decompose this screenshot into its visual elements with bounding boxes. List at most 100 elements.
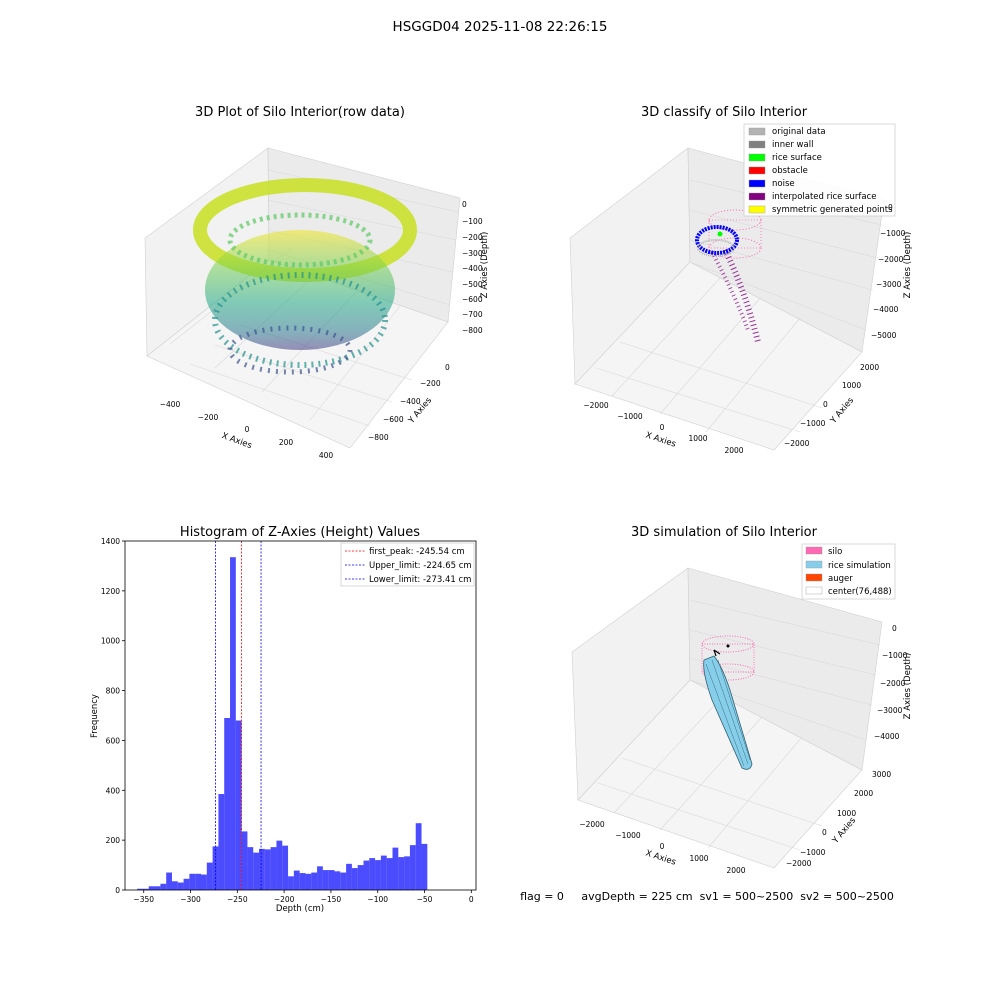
histogram-bar — [380, 855, 387, 890]
raw-xlabel: X Axies — [220, 431, 253, 451]
classify-legend: original data inner wall rice surface ob… — [743, 123, 896, 217]
histogram-bar — [253, 852, 260, 890]
histogram-bar — [415, 823, 422, 890]
histogram-bar — [317, 866, 323, 890]
simulation-ytick: 0 — [822, 828, 827, 837]
histogram-bar — [259, 848, 265, 890]
simulation-shapes — [701, 635, 755, 770]
histogram-bar — [421, 843, 428, 890]
histogram-bar — [137, 888, 143, 890]
raw-ytick: −400 — [400, 397, 421, 406]
histogram-bar — [270, 847, 277, 890]
raw-ztick: −400 — [462, 264, 483, 273]
classify-legend-swatch — [748, 179, 766, 188]
simulation-xtick: 1000 — [689, 854, 708, 863]
classify-title: 3D classify of Silo Interior — [641, 105, 808, 120]
histogram-bar — [166, 872, 172, 890]
histogram-bar — [386, 858, 393, 890]
simulation-xlabel: X Axies — [644, 848, 677, 867]
histogram-bars — [137, 557, 428, 890]
simulation-ztick: −3000 — [877, 706, 903, 715]
raw-ztick: −700 — [462, 310, 483, 319]
classify-ztick: −1000 — [880, 229, 906, 238]
histogram-bar — [322, 870, 329, 890]
classify-legend-label: rice surface — [772, 153, 822, 163]
classify-xlabel: X Axies — [644, 430, 677, 449]
classify-legend-swatch — [748, 127, 766, 136]
histogram-x-tick-label: −300 — [180, 895, 201, 904]
simulation-xtick: 0 — [660, 842, 665, 851]
raw-ztick: −500 — [462, 280, 483, 289]
histogram-bar — [264, 849, 271, 890]
histogram-bar — [201, 874, 207, 890]
histogram-bar — [160, 883, 167, 890]
histogram-x-tick-label: −350 — [133, 895, 154, 904]
histogram-bar — [346, 863, 352, 890]
classify-ztick: −4000 — [873, 305, 899, 314]
legend-label-first-peak: first_peak: -245.54 cm — [369, 547, 465, 557]
histogram-bar — [177, 882, 184, 890]
simulation-xtick: −1000 — [615, 831, 641, 840]
raw-title: 3D Plot of Silo Interior(row data) — [195, 105, 405, 120]
histogram-x-tick-label: −150 — [321, 895, 342, 904]
classify-legend-label: original data — [772, 127, 826, 137]
simulation-axes-panes — [571, 567, 883, 869]
histogram-bar — [235, 720, 242, 890]
histogram-bar — [334, 871, 341, 890]
histogram-axes-frame — [124, 540, 477, 891]
histogram-bar — [276, 840, 283, 890]
simulation-legend-label: rice simulation — [828, 561, 891, 571]
simulation-ytick: −1000 — [800, 848, 826, 857]
classify-legend-swatch — [748, 140, 766, 149]
classify-ytick: 0 — [823, 400, 828, 409]
histogram-bar — [392, 847, 399, 890]
raw-point-cloud — [193, 178, 417, 375]
histogram-bar — [189, 873, 196, 890]
histogram-bar — [293, 870, 300, 890]
raw-ytick: −800 — [368, 433, 389, 442]
classify-xtick: 0 — [660, 423, 665, 432]
classify-legend-label: obstacle — [772, 166, 808, 176]
histogram-bar — [404, 856, 410, 890]
classify-ylabel: Y Axies — [828, 395, 856, 426]
histogram-x-tick-label: 0 — [469, 895, 474, 904]
raw-ztick: 0 — [462, 200, 467, 209]
histogram-y-ticks: 0 200 400 600 800 1000 1200 1400 — [101, 537, 125, 895]
legend-label-lower-limit: Lower_limit: -273.41 cm — [369, 575, 471, 585]
panel-histogram: Histogram of Z-Axies (Height) Values −35… — [90, 525, 477, 914]
raw-ztick: −300 — [462, 249, 483, 258]
panel-classify-3d: 3D classify of Silo Interior — [569, 105, 913, 455]
histogram-y-tick-label: 200 — [106, 836, 121, 845]
histogram-bar — [218, 794, 225, 890]
classify-ztick: 0 — [888, 203, 893, 212]
raw-ztick: −600 — [462, 295, 483, 304]
classify-xtick: −1000 — [617, 412, 643, 421]
histogram-bar — [282, 845, 289, 890]
histogram-legend: first_peak: -245.54 cm Upper_limit: -224… — [340, 542, 475, 587]
classify-legend-label: inner wall — [772, 140, 813, 150]
classify-legend-swatch — [748, 153, 766, 162]
status-text: flag = 0 avgDepth = 225 cm sv1 = 500~250… — [520, 890, 894, 903]
raw-xtick: 200 — [279, 438, 294, 447]
simulation-ztick: −2000 — [880, 679, 906, 688]
classify-legend-swatch — [748, 166, 766, 175]
histogram-title: Histogram of Z-Axies (Height) Values — [180, 525, 420, 540]
raw-xtick: −200 — [198, 413, 219, 422]
histogram-bar — [241, 831, 248, 890]
raw-ytick: −600 — [383, 415, 404, 424]
histogram-bar — [305, 873, 312, 890]
simulation-ztick: −4000 — [874, 732, 900, 741]
histogram-x-tick-label: −50 — [417, 895, 433, 904]
histogram-vlines — [215, 541, 262, 890]
histogram-bar — [148, 886, 155, 890]
histogram-bar — [142, 888, 149, 890]
raw-xtick: 0 — [245, 425, 250, 434]
histogram-bar — [171, 881, 178, 890]
classify-legend-label: noise — [772, 179, 795, 189]
histogram-bar — [369, 858, 376, 890]
histogram-y-tick-label: 0 — [115, 886, 120, 895]
classify-xtick: −2000 — [583, 401, 609, 410]
simulation-xtick: 2000 — [726, 866, 745, 875]
histogram-y-tick-label: 1000 — [101, 637, 120, 646]
histogram-xlabel: Depth (cm) — [276, 904, 324, 914]
